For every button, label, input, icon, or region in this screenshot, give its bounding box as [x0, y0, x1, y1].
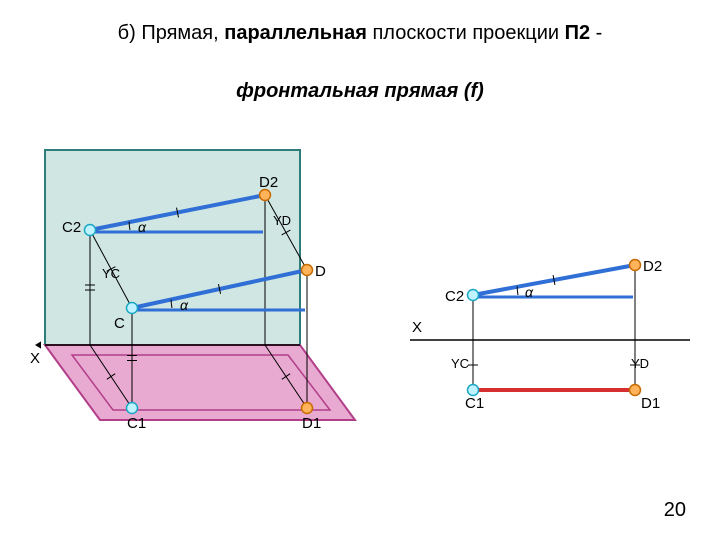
- svg-text:D2: D2: [259, 174, 278, 191]
- svg-text:D1: D1: [302, 415, 321, 432]
- svg-text:YC: YC: [451, 356, 469, 371]
- title1-mid1: параллельная: [224, 22, 367, 44]
- svg-text:α: α: [525, 284, 534, 300]
- svg-text:C: C: [114, 315, 125, 332]
- title1-b2: П2: [565, 22, 591, 44]
- title1-pre: б) Прямая,: [118, 22, 225, 44]
- page: б) Прямая, параллельная плоскости проекц…: [0, 0, 720, 540]
- svg-text:X: X: [30, 350, 40, 367]
- svg-text:X: X: [412, 319, 422, 336]
- svg-text:YD: YD: [631, 356, 649, 371]
- title1-mid2: плоскости проекции: [367, 22, 565, 44]
- svg-text:D2: D2: [643, 258, 662, 275]
- title1-post: -: [590, 22, 602, 44]
- svg-text:YD: YD: [273, 213, 291, 228]
- svg-text:YC: YC: [102, 266, 120, 281]
- svg-text:C1: C1: [127, 415, 146, 432]
- diagram-3d: Xα α C2 D2 C D C1 D1 YC YD: [10, 130, 370, 470]
- diagram-2d: Xα C2 D2 C1 D1 YC YD: [400, 240, 700, 440]
- svg-text:C2: C2: [445, 288, 464, 305]
- svg-text:α: α: [180, 297, 189, 313]
- svg-text:C1: C1: [465, 395, 484, 412]
- page-number: 20: [664, 499, 686, 522]
- svg-text:D1: D1: [641, 395, 660, 412]
- title-line-1: б) Прямая, параллельная плоскости проекц…: [0, 22, 720, 45]
- svg-text:α: α: [138, 219, 147, 235]
- svg-text:D: D: [315, 263, 326, 280]
- title-line-2: фронтальная прямая (f): [0, 80, 720, 103]
- svg-text:C2: C2: [62, 219, 81, 236]
